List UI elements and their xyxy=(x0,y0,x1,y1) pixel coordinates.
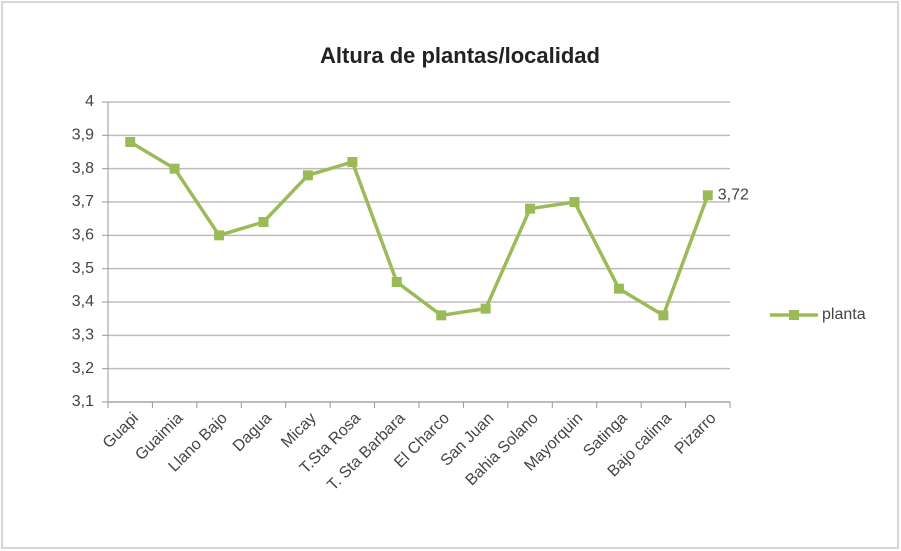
y-tick-label: 3,1 xyxy=(72,393,94,410)
chart-title: Altura de plantas/localidad xyxy=(320,43,600,68)
point-marker xyxy=(702,190,713,201)
point-marker xyxy=(525,203,536,214)
legend-marker xyxy=(789,310,799,320)
y-tick-label: 3,5 xyxy=(72,260,94,277)
point-marker xyxy=(480,303,491,314)
point-marker xyxy=(658,310,669,321)
point-marker xyxy=(258,217,269,227)
y-tick-label: 3,3 xyxy=(72,327,94,344)
series-line xyxy=(129,140,710,318)
point-marker xyxy=(569,197,580,207)
y-tick-label: 3,2 xyxy=(72,360,94,377)
point-marker xyxy=(347,157,358,167)
point-marker xyxy=(436,310,447,321)
data-label: 3,72 xyxy=(718,187,749,204)
y-tick-label: 3,8 xyxy=(72,160,94,177)
point-marker xyxy=(214,230,225,241)
y-tick-label: 3,6 xyxy=(72,227,94,244)
y-tick-label: 4 xyxy=(85,93,94,110)
point-marker xyxy=(391,277,402,287)
point-marker xyxy=(613,283,624,294)
legend-label: planta xyxy=(822,306,866,323)
point-marker xyxy=(169,163,180,174)
point-marker xyxy=(125,137,136,147)
y-tick-label: 3,4 xyxy=(72,293,94,310)
y-tick-label: 3,7 xyxy=(72,193,94,210)
y-tick-label: 3,9 xyxy=(72,127,94,144)
point-marker xyxy=(302,170,313,181)
